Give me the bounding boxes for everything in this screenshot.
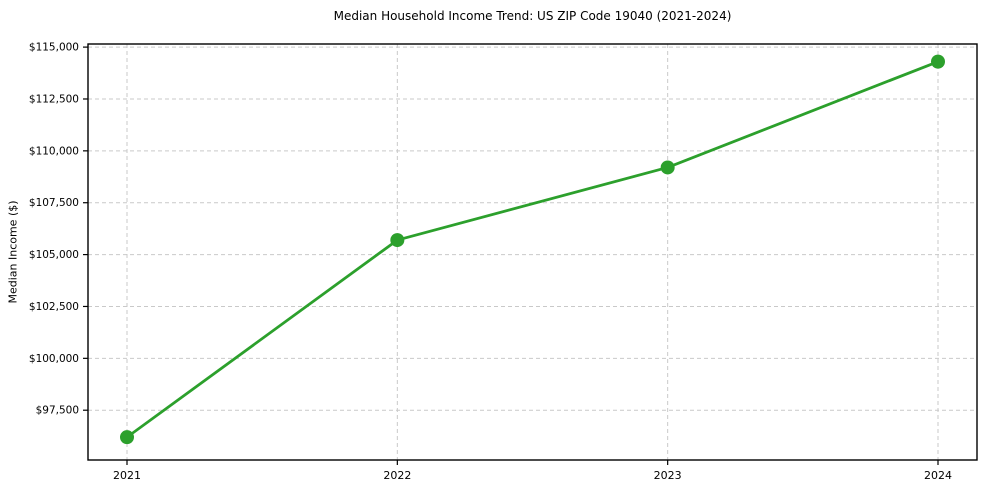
- y-tick-label: $107,500: [29, 197, 79, 209]
- trend-line: [125, 60, 940, 439]
- y-tick-label: $115,000: [29, 42, 79, 54]
- x-tick-label: 2021: [113, 469, 141, 482]
- chart-title: Median Household Income Trend: US ZIP Co…: [333, 9, 732, 23]
- y-tick-label: $102,500: [29, 301, 79, 313]
- x-tick-label: 2023: [654, 469, 682, 482]
- data-point-2022: [390, 233, 405, 248]
- axes-spines: [87, 43, 978, 461]
- y-tick-label: $112,500: [29, 93, 79, 105]
- y-tick-label: $97,500: [36, 405, 79, 417]
- y-tick-label: $110,000: [29, 145, 79, 157]
- data-point-2021: [120, 430, 134, 445]
- x-tick-label: 2024: [924, 469, 952, 482]
- y-tick-label: $105,000: [29, 249, 79, 261]
- data-point-2024: [931, 54, 945, 69]
- x-tick-label: 2022: [383, 469, 411, 482]
- data-point-2023: [660, 160, 675, 175]
- y-tick-label: $100,000: [29, 353, 79, 365]
